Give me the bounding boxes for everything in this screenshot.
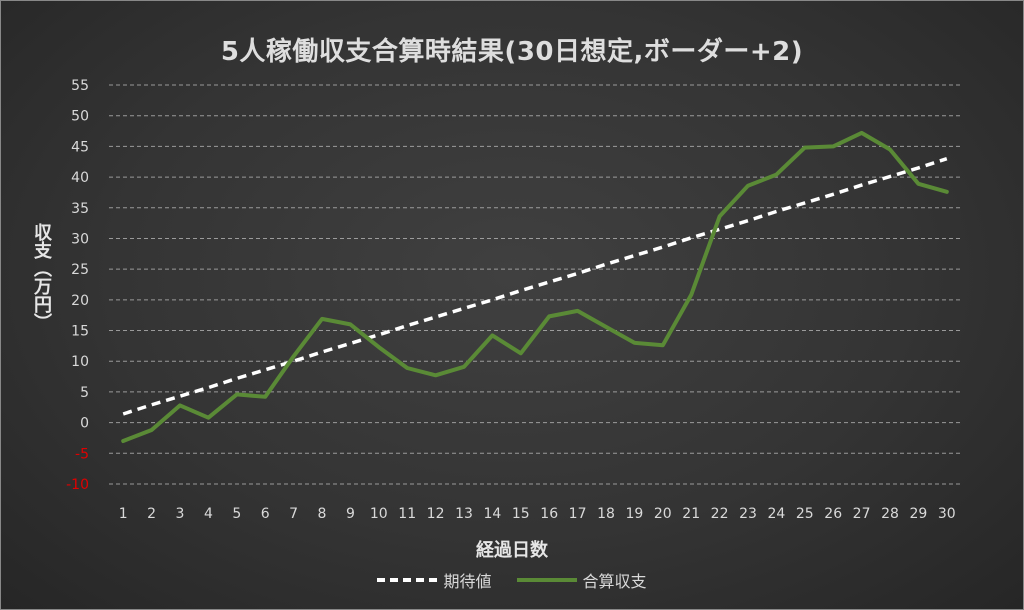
x-tick-label: 28	[881, 506, 899, 522]
x-tick-label: 22	[711, 506, 729, 522]
legend: 期待値 合算収支	[1, 567, 1023, 592]
legend-swatch-actual	[516, 578, 577, 582]
x-tick-label: 20	[654, 506, 672, 522]
chart-title: 5人稼働収支合算時結果(30日想定,ボーダー+2)	[220, 37, 804, 67]
legend-label-actual: 合算収支	[582, 572, 647, 591]
series-line-actual	[121, 130, 949, 443]
x-tick-label: 17	[569, 506, 587, 522]
legend-label-expected: 期待値	[443, 572, 492, 591]
y-axis-label: 収支（万円）	[31, 223, 52, 331]
x-tick-label: 27	[853, 506, 871, 522]
x-tick-label: 8	[318, 506, 327, 522]
x-tick-label: 25	[796, 506, 814, 522]
y-tick-label: 50	[71, 109, 89, 125]
y-tick-label: 20	[71, 293, 89, 309]
x-tick-label: 2	[147, 506, 156, 522]
x-tick-label: 3	[176, 506, 185, 522]
x-tick-label: 9	[346, 506, 355, 522]
y-tick-label: -5	[75, 446, 89, 462]
x-tick-label: 7	[289, 506, 298, 522]
y-tick-label: 25	[71, 262, 89, 278]
x-tick-label: 26	[824, 506, 842, 522]
y-tick-label: 30	[71, 231, 89, 247]
y-tick-label: 55	[71, 78, 89, 94]
x-tick-label: 16	[540, 506, 558, 522]
y-tick-label: 15	[71, 324, 89, 340]
y-tick-label: 5	[80, 385, 89, 401]
y-tick-label: 10	[71, 354, 89, 370]
legend-item-actual: 合算収支	[516, 568, 647, 592]
x-tick-label: 5	[232, 506, 241, 522]
legend-swatch-expected	[377, 578, 438, 582]
y-tick-label: 40	[71, 170, 89, 186]
y-tick-label: 45	[71, 139, 89, 155]
x-tick-label: 4	[204, 506, 213, 522]
x-tick-label: 18	[597, 506, 615, 522]
x-tick-label: 13	[455, 506, 473, 522]
x-tick-label: 14	[483, 506, 501, 522]
x-tick-label: 11	[398, 506, 416, 522]
x-tick-label: 12	[427, 506, 445, 522]
x-tick-label: 30	[938, 506, 956, 522]
x-tick-label: 15	[512, 506, 530, 522]
x-tick-label: 24	[767, 506, 785, 522]
x-tick-label: 10	[370, 506, 388, 522]
legend-item-expected: 期待値	[377, 568, 491, 592]
x-tick-label: 23	[739, 506, 757, 522]
x-tick-label: 21	[682, 506, 700, 522]
x-tick-label: 1	[119, 506, 128, 522]
y-tick-label: -10	[66, 477, 89, 493]
x-tick-label: 19	[625, 506, 643, 522]
x-tick-label: 29	[909, 506, 927, 522]
x-axis-label: 経過日数	[476, 540, 548, 561]
series-line-expected	[122, 157, 948, 416]
x-tick-label: 6	[261, 506, 270, 522]
y-tick-label: 0	[80, 416, 89, 432]
y-tick-label: 35	[71, 201, 89, 217]
